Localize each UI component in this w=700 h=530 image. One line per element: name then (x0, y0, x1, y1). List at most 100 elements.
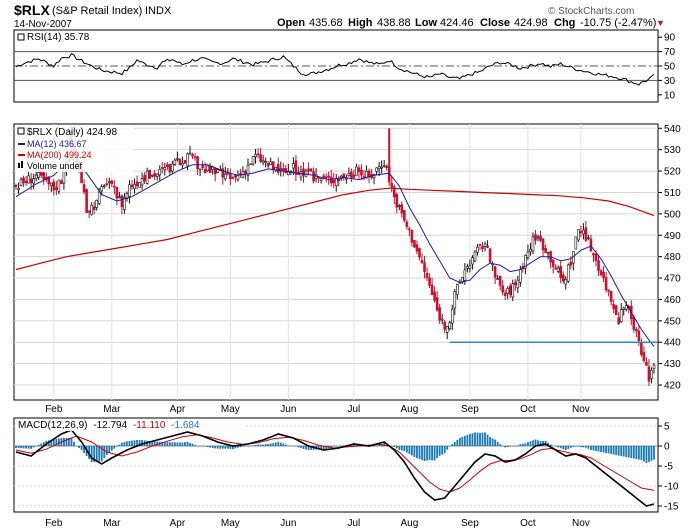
axis-tick-label: -10 (664, 482, 679, 493)
price-bar-body (564, 279, 568, 285)
macd-histogram-bar (521, 443, 524, 446)
macd-histogram-bar (194, 444, 196, 446)
macd-histogram-bar (50, 439, 53, 446)
price-bar-body (385, 165, 388, 168)
price-bar-body (614, 305, 618, 316)
macd-histogram-bar (433, 446, 436, 461)
price-bar-body (203, 169, 207, 173)
price-bar-body (55, 187, 58, 190)
ohlc-close-label: Close (480, 17, 510, 29)
macd-histogram-bar (592, 446, 595, 451)
macd-histogram-bar (572, 446, 575, 447)
month-label: Apr (170, 518, 186, 529)
macd-histogram-bar (57, 438, 60, 446)
macd-histogram-bar (300, 446, 302, 449)
price-bar-body (173, 159, 177, 165)
chart-header: $RLX (S&P Retail Index) INDX © StockChar… (14, 2, 665, 30)
macd-histogram-bar (186, 441, 189, 446)
macd-histogram-bar (617, 446, 620, 456)
macd-histogram-bar (595, 446, 597, 451)
macd-histogram-bar (216, 446, 219, 449)
price-bar-body (47, 176, 51, 185)
macd-histogram-bar (610, 446, 613, 454)
price-bar-body (309, 168, 313, 172)
macd-histogram-bar (20, 446, 22, 449)
ma200-line (15, 187, 655, 271)
axis-tick-label: 0 (664, 442, 670, 453)
macd-histogram-bar (516, 445, 519, 446)
macd-histogram-bar (105, 446, 108, 455)
price-bar-body (440, 318, 444, 321)
macd-histogram-bar (494, 439, 497, 446)
macd-histogram-bar (103, 446, 106, 459)
macd-histogram-bar (463, 436, 466, 446)
macd-histogram-bar (524, 443, 527, 446)
axis-tick-label: 460 (664, 295, 681, 306)
macd-histogram-bar (274, 442, 277, 446)
macd-histogram-bar (461, 437, 464, 446)
macd-histogram-bar (196, 445, 199, 447)
macd-histogram-bar (453, 442, 456, 446)
price-bar-body (408, 228, 411, 231)
price-bar-body (29, 178, 33, 184)
macd-histogram-bar (501, 445, 504, 447)
macd-histogram-bar (98, 446, 101, 462)
index-name: (S&P Retail Index) (52, 5, 142, 17)
macd-histogram-bar (335, 446, 338, 447)
macd-histogram-bar (532, 440, 534, 446)
price-bar-body (143, 175, 146, 182)
price-bar-body (418, 248, 421, 258)
month-label: Jul (348, 404, 361, 415)
macd-histogram-bar (305, 446, 307, 450)
price-axis: 540 530 520 510 500 490 480 470 460 450 440 430 420 (658, 124, 681, 392)
price-bar-body (546, 252, 550, 254)
macd-histogram-bar (486, 434, 489, 446)
macd-histogram-bar (489, 437, 491, 446)
price-bar-body (216, 169, 220, 173)
macd-histogram-bar (597, 446, 600, 452)
price-bar-body (95, 199, 98, 208)
macd-legend-signal: -11.110 (133, 420, 166, 431)
macd-histogram-bar (418, 446, 421, 459)
price-bar-body (587, 237, 590, 239)
price-bar-body (506, 287, 510, 294)
price-bar-body (375, 167, 378, 172)
price-bar-body (294, 160, 298, 175)
axis-tick-label: -5 (664, 462, 673, 473)
price-bar-body (468, 265, 472, 269)
macd-histogram-bar (121, 442, 123, 446)
price-bar-body (624, 305, 628, 310)
price-bar-body (292, 163, 295, 169)
macd-histogram-bar (317, 446, 320, 450)
month-axis-top: Feb Mar Apr May Jun Jul Aug Sep Oct Nov (45, 404, 590, 415)
rsi-panel: 90 70 50 30 10 RSI(14) 35.78 (13, 29, 676, 103)
macd-histogram-bar (93, 446, 96, 462)
macd-histogram-bar (479, 432, 481, 446)
macd-histogram-bar (325, 446, 328, 450)
macd-legend-bg (16, 419, 244, 431)
ohlc-close-value: 424.98 (514, 17, 548, 29)
axis-tick-label: 530 (664, 145, 681, 156)
macd-histogram-bar (612, 446, 615, 455)
macd-histogram-bar (267, 443, 270, 446)
price-bar-body (377, 166, 381, 169)
price-bar-body (428, 277, 431, 286)
price-bar-body (415, 244, 419, 252)
macd-histogram-bar (537, 440, 539, 446)
macd-histogram-bar (234, 446, 237, 449)
price-bar-body (324, 176, 328, 179)
macd-histogram-bar (153, 441, 156, 446)
macd-histogram-bar (632, 446, 635, 459)
price-bar-body (380, 166, 383, 169)
price-bar-body (125, 193, 129, 200)
macd-histogram-bar (211, 446, 214, 448)
macd-histogram-bar (431, 446, 433, 461)
price-bar-body (589, 238, 593, 252)
macd-histogram-bar (514, 446, 517, 447)
macd-histogram-bar (373, 445, 375, 447)
macd-histogram-bar (337, 446, 340, 447)
macd-histogram-bar (322, 446, 325, 450)
macd-histogram-bar (206, 446, 209, 448)
macd-frame (13, 417, 659, 513)
price-bar-body (140, 178, 144, 186)
